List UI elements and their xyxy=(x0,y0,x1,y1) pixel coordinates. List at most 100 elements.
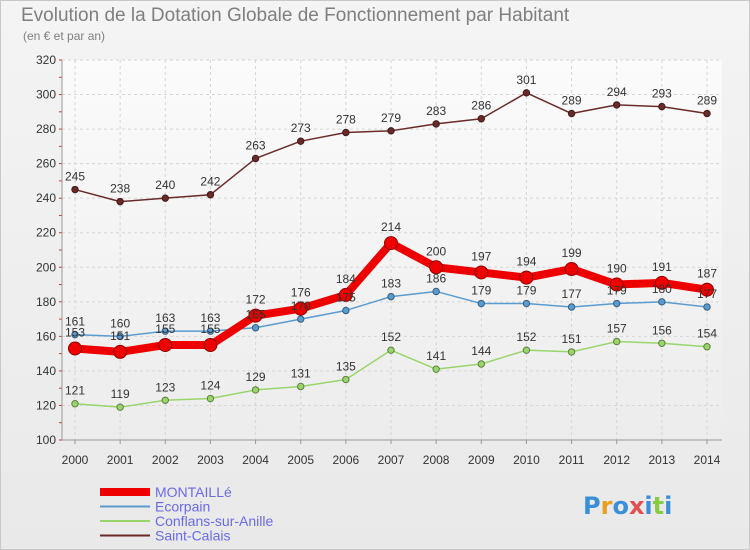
y-tick-label: 180 xyxy=(36,295,56,309)
y-tick-label: 300 xyxy=(36,88,56,102)
data-point-ecorpain xyxy=(71,330,79,339)
data-point-saint-calais xyxy=(477,115,485,123)
y-tick-label: 120 xyxy=(36,398,56,412)
x-tick-label: 2010 xyxy=(513,453,540,467)
data-point-conflans-sur-anille xyxy=(522,346,531,354)
y-tick-label: 220 xyxy=(36,226,56,240)
chart-title: Evolution de la Dotation Globale de Fonc… xyxy=(21,5,570,26)
brand-letter: t xyxy=(653,492,664,520)
data-label-ecorpain: 177 xyxy=(562,287,582,301)
legend: MONTAILLéEcorpainConflans-sur-AnilleSain… xyxy=(100,484,273,544)
data-label-montaille: 155 xyxy=(155,322,175,336)
x-tick-label: 2007 xyxy=(378,453,405,467)
x-tick-label: 2008 xyxy=(423,453,450,467)
data-point-saint-calais xyxy=(206,191,215,199)
data-label-montaille: 191 xyxy=(652,260,672,274)
data-label-conflans-sur-anille: 141 xyxy=(426,349,446,363)
brand-logo: Proxiti xyxy=(583,492,672,520)
data-point-montaille xyxy=(519,270,534,285)
brand-letter: i xyxy=(664,492,672,520)
data-label-saint-calais: 245 xyxy=(65,170,85,184)
x-tick-label: 2014 xyxy=(694,453,721,467)
legend-label-conflans-sur-anille: Conflans-sur-Anille xyxy=(155,513,273,529)
data-point-conflans-sur-anille xyxy=(116,403,124,411)
legend-label-saint-calais: Saint-Calais xyxy=(155,528,230,544)
data-point-saint-calais xyxy=(703,109,711,118)
data-point-conflans-sur-anille xyxy=(613,337,621,346)
axis-layer: 100 120 140 160 180 200 220 240 260 280 300 320 2000… xyxy=(36,53,722,467)
data-point-ecorpain xyxy=(703,303,711,311)
x-tick-label: 2001 xyxy=(107,453,134,467)
data-point-conflans-sur-anille xyxy=(342,375,350,384)
x-tick-label: 2011 xyxy=(559,453,585,467)
y-tick-label: 320 xyxy=(36,53,56,67)
y-tick-label: 280 xyxy=(36,122,56,136)
brand-letter: i xyxy=(644,492,652,520)
data-point-ecorpain xyxy=(116,332,124,341)
data-label-montaille: 155 xyxy=(200,322,220,336)
data-point-montaille xyxy=(384,236,398,251)
data-label-montaille: 190 xyxy=(607,262,627,276)
data-label-ecorpain: 186 xyxy=(426,271,446,285)
data-label-ecorpain: 160 xyxy=(110,316,130,330)
data-label-ecorpain: 183 xyxy=(381,277,401,291)
data-point-montaille xyxy=(609,277,624,292)
data-point-ecorpain xyxy=(477,299,485,308)
data-point-saint-calais xyxy=(342,128,350,137)
data-point-saint-calais xyxy=(251,154,260,163)
data-point-conflans-sur-anille xyxy=(297,382,305,391)
data-label-conflans-sur-anille: 152 xyxy=(381,330,401,344)
data-label-conflans-sur-anille: 123 xyxy=(155,380,175,394)
data-label-montaille: 172 xyxy=(246,293,266,307)
data-point-montaille xyxy=(113,344,128,359)
data-point-conflans-sur-anille xyxy=(703,343,711,351)
data-label-ecorpain: 170 xyxy=(291,299,311,313)
data-label-montaille: 184 xyxy=(336,272,356,286)
data-point-montaille xyxy=(429,260,444,275)
data-label-montaille: 176 xyxy=(291,286,311,300)
data-point-montaille xyxy=(474,265,489,280)
series-saint-calais xyxy=(71,89,711,206)
data-point-ecorpain xyxy=(161,327,169,335)
data-point-conflans-sur-anille xyxy=(658,339,666,347)
x-tick-label: 2004 xyxy=(242,453,269,467)
data-point-ecorpain xyxy=(522,299,531,308)
data-label-saint-calais: 278 xyxy=(336,113,356,127)
data-label-conflans-sur-anille: 131 xyxy=(291,366,311,380)
data-point-saint-calais xyxy=(387,127,395,135)
data-label-conflans-sur-anille: 156 xyxy=(652,323,672,337)
data-point-ecorpain xyxy=(567,303,576,311)
data-point-montaille xyxy=(293,301,308,316)
data-label-conflans-sur-anille: 124 xyxy=(200,379,220,393)
data-point-ecorpain xyxy=(251,324,260,332)
data-label-conflans-sur-anille: 119 xyxy=(111,387,130,401)
data-label-montaille: 199 xyxy=(562,246,582,260)
data-label-saint-calais: 289 xyxy=(562,94,582,108)
y-tick-label: 260 xyxy=(36,157,56,171)
data-point-montaille xyxy=(68,341,82,356)
data-label-ecorpain: 163 xyxy=(200,311,220,325)
data-label-montaille: 194 xyxy=(516,255,536,269)
brand-letter: o xyxy=(612,492,629,520)
data-label-montaille: 187 xyxy=(697,267,717,281)
data-point-montaille xyxy=(158,338,173,352)
chart-subtitle: (en € et par an) xyxy=(23,29,106,43)
data-label-montaille: 153 xyxy=(65,325,85,339)
data-label-saint-calais: 294 xyxy=(607,85,627,99)
data-point-montaille xyxy=(248,308,263,323)
brand-letter: r xyxy=(601,492,613,520)
data-point-montaille xyxy=(203,338,218,352)
data-label-montaille: 197 xyxy=(471,249,491,263)
data-point-conflans-sur-anille xyxy=(71,400,79,408)
data-point-conflans-sur-anille xyxy=(387,346,395,354)
data-label-conflans-sur-anille: 144 xyxy=(471,344,491,358)
y-tick-label: 240 xyxy=(36,191,56,205)
data-label-conflans-sur-anille: 135 xyxy=(336,360,356,374)
y-tick-label: 200 xyxy=(36,260,56,274)
data-label-conflans-sur-anille: 151 xyxy=(562,332,582,346)
data-point-saint-calais xyxy=(161,194,169,202)
legend-label-montaille: MONTAILLé xyxy=(155,484,232,500)
data-point-saint-calais xyxy=(116,197,124,206)
data-point-saint-calais xyxy=(567,109,576,118)
data-point-conflans-sur-anille xyxy=(206,394,215,403)
